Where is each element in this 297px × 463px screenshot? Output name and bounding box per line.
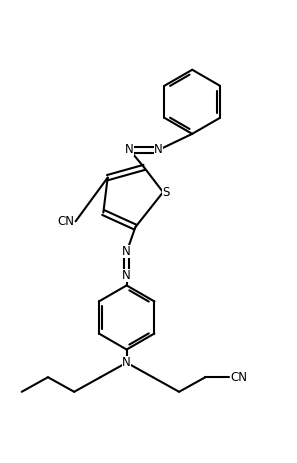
Text: N: N (125, 144, 134, 156)
Text: N: N (154, 144, 163, 156)
Text: N: N (122, 245, 131, 258)
Text: N: N (122, 269, 131, 282)
Text: CN: CN (57, 215, 74, 228)
Text: S: S (162, 186, 170, 199)
Text: CN: CN (230, 371, 247, 384)
Text: N: N (122, 356, 131, 369)
